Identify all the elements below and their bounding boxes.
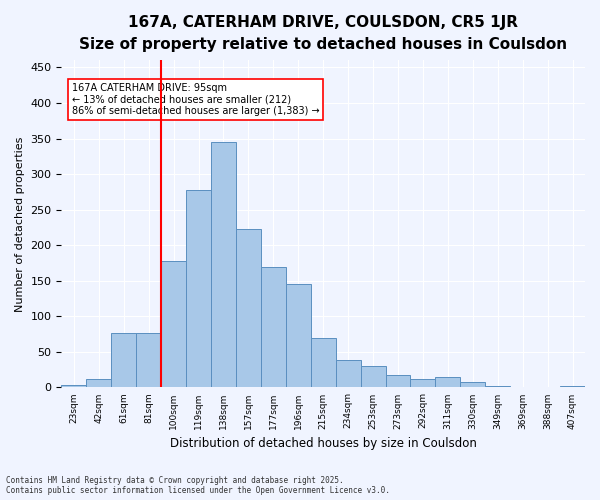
Bar	[161, 261, 186, 388]
Y-axis label: Number of detached properties: Number of detached properties	[15, 136, 25, 312]
Bar	[111, 334, 136, 388]
Bar	[286, 284, 311, 388]
X-axis label: Distribution of detached houses by size in Coulsdon: Distribution of detached houses by size …	[170, 437, 476, 450]
Bar	[361, 366, 386, 388]
Bar	[236, 229, 261, 388]
Bar	[86, 379, 111, 388]
Bar	[460, 382, 485, 388]
Bar	[386, 376, 410, 388]
Bar	[335, 360, 361, 388]
Bar	[61, 386, 86, 388]
Bar	[211, 142, 236, 388]
Title: 167A, CATERHAM DRIVE, COULSDON, CR5 1JR
Size of property relative to detached ho: 167A, CATERHAM DRIVE, COULSDON, CR5 1JR …	[79, 15, 567, 52]
Text: 167A CATERHAM DRIVE: 95sqm
← 13% of detached houses are smaller (212)
86% of sem: 167A CATERHAM DRIVE: 95sqm ← 13% of deta…	[72, 83, 319, 116]
Bar	[436, 377, 460, 388]
Bar	[136, 334, 161, 388]
Text: Contains HM Land Registry data © Crown copyright and database right 2025.
Contai: Contains HM Land Registry data © Crown c…	[6, 476, 390, 495]
Bar	[535, 386, 560, 388]
Bar	[510, 386, 535, 388]
Bar	[485, 386, 510, 388]
Bar	[261, 266, 286, 388]
Bar	[186, 190, 211, 388]
Bar	[560, 386, 585, 388]
Bar	[410, 379, 436, 388]
Bar	[311, 338, 335, 388]
